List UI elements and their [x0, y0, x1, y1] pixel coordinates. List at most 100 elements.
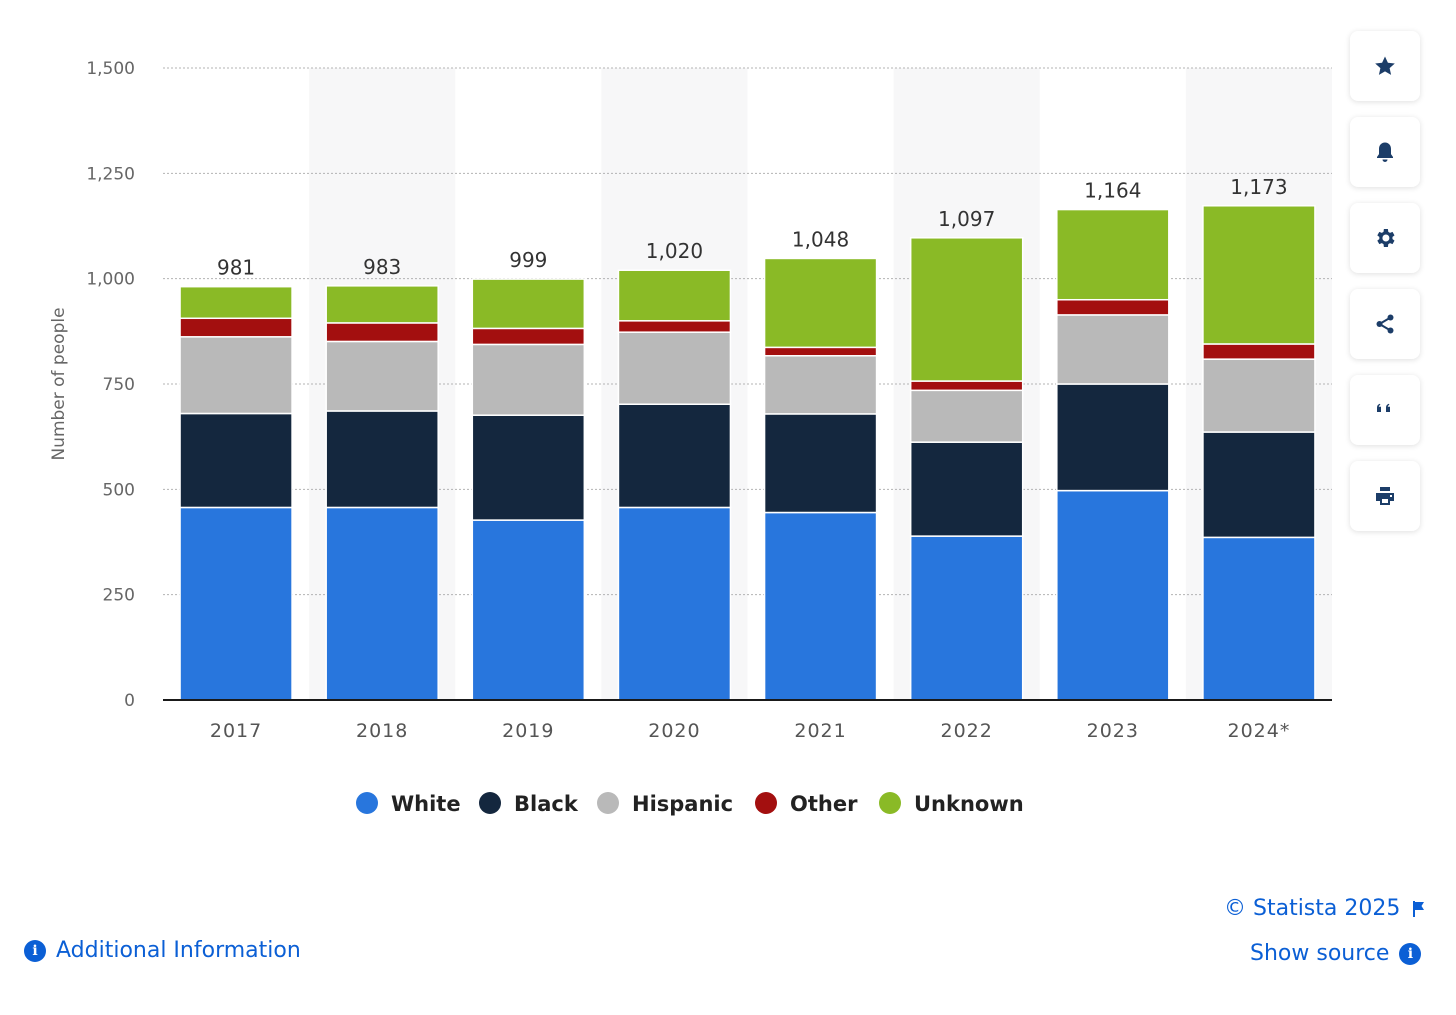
bar-segment-black[interactable] [763, 413, 878, 514]
y-tick-label: 1,250 [86, 164, 135, 184]
legend-item-unknown[interactable]: Unknown [879, 792, 1024, 816]
print-icon [1376, 487, 1394, 505]
bar-segment-hispanic[interactable] [909, 389, 1024, 443]
x-tick-label: 2020 [648, 720, 700, 742]
bar-segment-unknown[interactable] [1202, 205, 1316, 345]
bar-segment-other[interactable] [617, 320, 732, 333]
y-tick-label: 500 [103, 480, 135, 500]
bar-segment-other[interactable] [1056, 298, 1170, 316]
show-source-text: Show source [1250, 941, 1390, 966]
bar-segment-unknown[interactable] [617, 269, 732, 322]
bar-segment-other[interactable] [325, 322, 439, 343]
total-label: 1,173 [1230, 175, 1287, 199]
flag-icon [1413, 900, 1425, 917]
y-tick-label: 250 [103, 586, 135, 606]
bar-segment-hispanic[interactable] [1202, 358, 1316, 433]
additional-information-link[interactable]: i Additional Information [24, 938, 301, 963]
bar-segment-white[interactable] [471, 519, 586, 701]
gear-icon [1377, 229, 1395, 247]
bar-segment-unknown[interactable] [1056, 208, 1170, 301]
show-source-link[interactable]: Show source i [1250, 941, 1422, 966]
grid-lines [163, 67, 1332, 596]
x-tick-label: 2022 [941, 720, 993, 742]
bar-segment-unknown[interactable] [763, 257, 878, 349]
legend-item-other[interactable]: Other [755, 792, 858, 816]
legend-item-hispanic[interactable]: Hispanic [597, 792, 733, 816]
y-tick-labels: 0 250 500 750 1,000 1,250 1,500 [86, 59, 135, 711]
cite-button[interactable] [1350, 375, 1420, 445]
legend-item-black[interactable]: Black [479, 792, 579, 816]
bar-segment-white[interactable] [325, 506, 439, 701]
legend-item-white[interactable]: White [356, 792, 461, 816]
x-tick-label: 2024* [1228, 720, 1291, 742]
bar-segment-other[interactable] [471, 327, 586, 346]
x-tick-label: 2023 [1087, 720, 1139, 742]
stacked-bar-chart: 0 250 500 750 1,000 1,250 1,500 981 983 999 1,020… [49, 59, 1332, 816]
bar-segment-hispanic[interactable] [325, 340, 439, 412]
bar-segment-black[interactable] [909, 441, 1024, 537]
legend-label: Hispanic [632, 792, 733, 816]
legend-marker [479, 792, 501, 814]
total-label: 983 [363, 255, 401, 279]
y-tick-label: 1,500 [86, 59, 135, 79]
notification-button[interactable] [1350, 117, 1420, 187]
share-button[interactable] [1350, 289, 1420, 359]
bar-segment-unknown[interactable] [179, 285, 293, 320]
quote-icon [1377, 403, 1390, 412]
legend-label: Other [790, 792, 858, 816]
info-icon: i [1399, 942, 1422, 965]
bar-segment-hispanic[interactable] [471, 343, 586, 416]
favorite-button[interactable] [1350, 31, 1420, 101]
copyright-text: © Statista 2025 [1224, 896, 1401, 921]
legend-label: White [391, 792, 461, 816]
bar-segment-hispanic[interactable] [179, 336, 293, 415]
bar-segment-other[interactable] [909, 380, 1024, 392]
bar-segment-white[interactable] [763, 511, 878, 701]
bar-segment-unknown[interactable] [909, 237, 1024, 382]
total-labels: 981 983 999 1,020 1,048 1,097 1,164 1,173 [217, 175, 1288, 280]
settings-button[interactable] [1350, 203, 1420, 273]
info-icon: i [24, 939, 46, 962]
y-tick-label: 0 [124, 691, 135, 711]
bar-segment-hispanic[interactable] [617, 331, 732, 405]
bar-segment-other[interactable] [1202, 343, 1316, 360]
legend-marker [597, 792, 619, 814]
bar-segment-hispanic[interactable] [1056, 314, 1170, 385]
bar-segment-black[interactable] [325, 410, 439, 509]
bar-segment-white[interactable] [1056, 489, 1170, 701]
bar-segment-black[interactable] [617, 403, 732, 509]
bar-segment-white[interactable] [909, 535, 1024, 701]
copyright-link[interactable]: © Statista 2025 [1224, 896, 1426, 921]
legend-marker [879, 792, 901, 814]
bar-segment-unknown[interactable] [325, 285, 439, 324]
x-tick-label: 2019 [502, 720, 554, 742]
bar-segment-black[interactable] [471, 414, 586, 521]
x-tick-label: 2021 [794, 720, 846, 742]
total-label: 1,048 [792, 227, 849, 251]
y-tick-label: 750 [103, 375, 135, 395]
total-label: 1,164 [1084, 179, 1141, 203]
bar-segment-black[interactable] [179, 412, 293, 509]
legend-label: Black [514, 792, 579, 816]
legend-label: Unknown [914, 792, 1024, 816]
bar-segment-unknown[interactable] [471, 278, 586, 330]
y-axis-label: Number of people [49, 307, 69, 460]
y-tick-label: 1,000 [86, 270, 135, 290]
total-label: 981 [217, 256, 255, 280]
legend-marker [755, 792, 777, 814]
print-button[interactable] [1350, 461, 1420, 531]
bar-segment-white[interactable] [179, 506, 293, 701]
star-icon [1375, 56, 1395, 75]
bar-segment-white[interactable] [617, 506, 732, 701]
share-icon [1376, 314, 1394, 334]
bar-segment-white[interactable] [1202, 536, 1316, 701]
bar-segment-black[interactable] [1056, 383, 1170, 492]
bar-segment-hispanic[interactable] [763, 355, 878, 415]
x-tick-label: 2017 [210, 720, 262, 742]
total-label: 999 [509, 248, 547, 272]
bar-segment-other[interactable] [763, 346, 878, 357]
bar-segment-other[interactable] [179, 317, 293, 338]
bar-segment-black[interactable] [1202, 431, 1316, 539]
legend-marker [356, 792, 378, 814]
legend: White Black Hispanic Other Unknown [356, 792, 1024, 816]
